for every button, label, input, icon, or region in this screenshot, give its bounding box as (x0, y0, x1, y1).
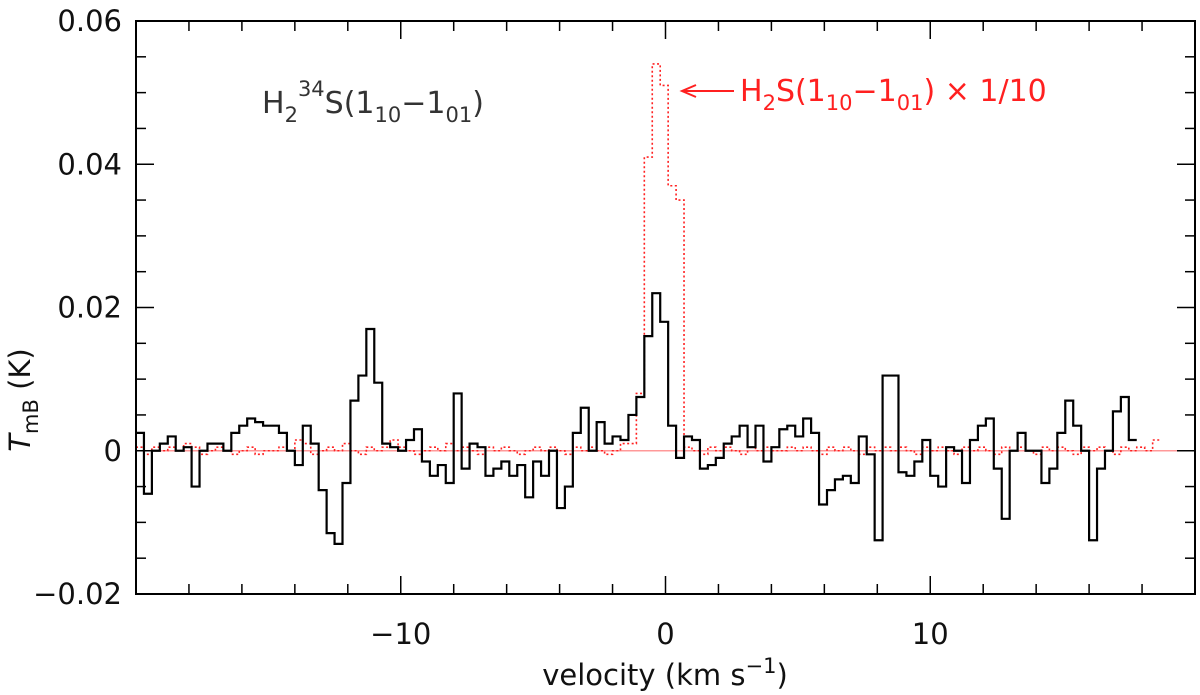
y-tick-label: 0.06 (57, 4, 122, 38)
series-layer (136, 63, 1161, 545)
ann-black-dash-1: −1 (401, 86, 445, 121)
x-tick-label: 10 (912, 617, 949, 651)
plot-frame (135, 20, 1196, 595)
ann-black-sub-10: 10 (375, 103, 402, 127)
series-h2s-dotted (136, 63, 1161, 456)
x-tick-labels: −10 0 10 (370, 617, 949, 651)
annotation-h2s: H2S(110−101) × 1/10 (740, 74, 1047, 115)
ann-black-close: ) (472, 86, 484, 121)
ann-black-sub-01: 01 (445, 103, 472, 127)
ann-red-h: H (740, 74, 763, 109)
series-h2-34s-solid (136, 292, 1137, 545)
y-axis-title-main: T (3, 432, 37, 452)
ann-black-h: H (262, 86, 285, 121)
ann-red-sub-01: 01 (897, 91, 924, 115)
ann-red-scale: ) × 1/10 (923, 74, 1046, 109)
x-axis-title-sup: −1 (745, 654, 776, 678)
ann-red-sub-10: 10 (826, 91, 853, 115)
x-axis-title-suffix: ) (776, 658, 787, 692)
annotation-arrow-head (679, 84, 697, 98)
ann-red-dash-1: −1 (853, 74, 897, 109)
ann-red-s-open: S(1 (776, 74, 826, 109)
ann-black-s-open: S(1 (325, 86, 375, 121)
ann-black-sup-34: 34 (298, 77, 325, 101)
ann-black-sub-2: 2 (285, 103, 298, 127)
y-axis-title-suffix: (K) (3, 348, 37, 399)
y-tick-label: 0.02 (57, 291, 122, 325)
y-tick-label: −0.02 (33, 577, 122, 611)
annotation-h2-34s: H234S(110−101) (262, 77, 484, 127)
x-axis-title: velocity (km s−1) (542, 654, 788, 692)
x-tick-label: 0 (656, 617, 674, 651)
x-axis-title-main: velocity (km s (542, 658, 745, 692)
x-tick-label: −10 (370, 617, 431, 651)
y-tick-label: 0.04 (57, 147, 122, 181)
y-axis-title: TmB (K) (3, 348, 43, 451)
y-tick-labels: −0.02 0 0.02 0.04 0.06 (33, 4, 122, 611)
y-axis-title-sub: mB (19, 399, 43, 434)
y-tick-label: 0 (104, 434, 122, 468)
ann-red-sub-2: 2 (763, 91, 776, 115)
